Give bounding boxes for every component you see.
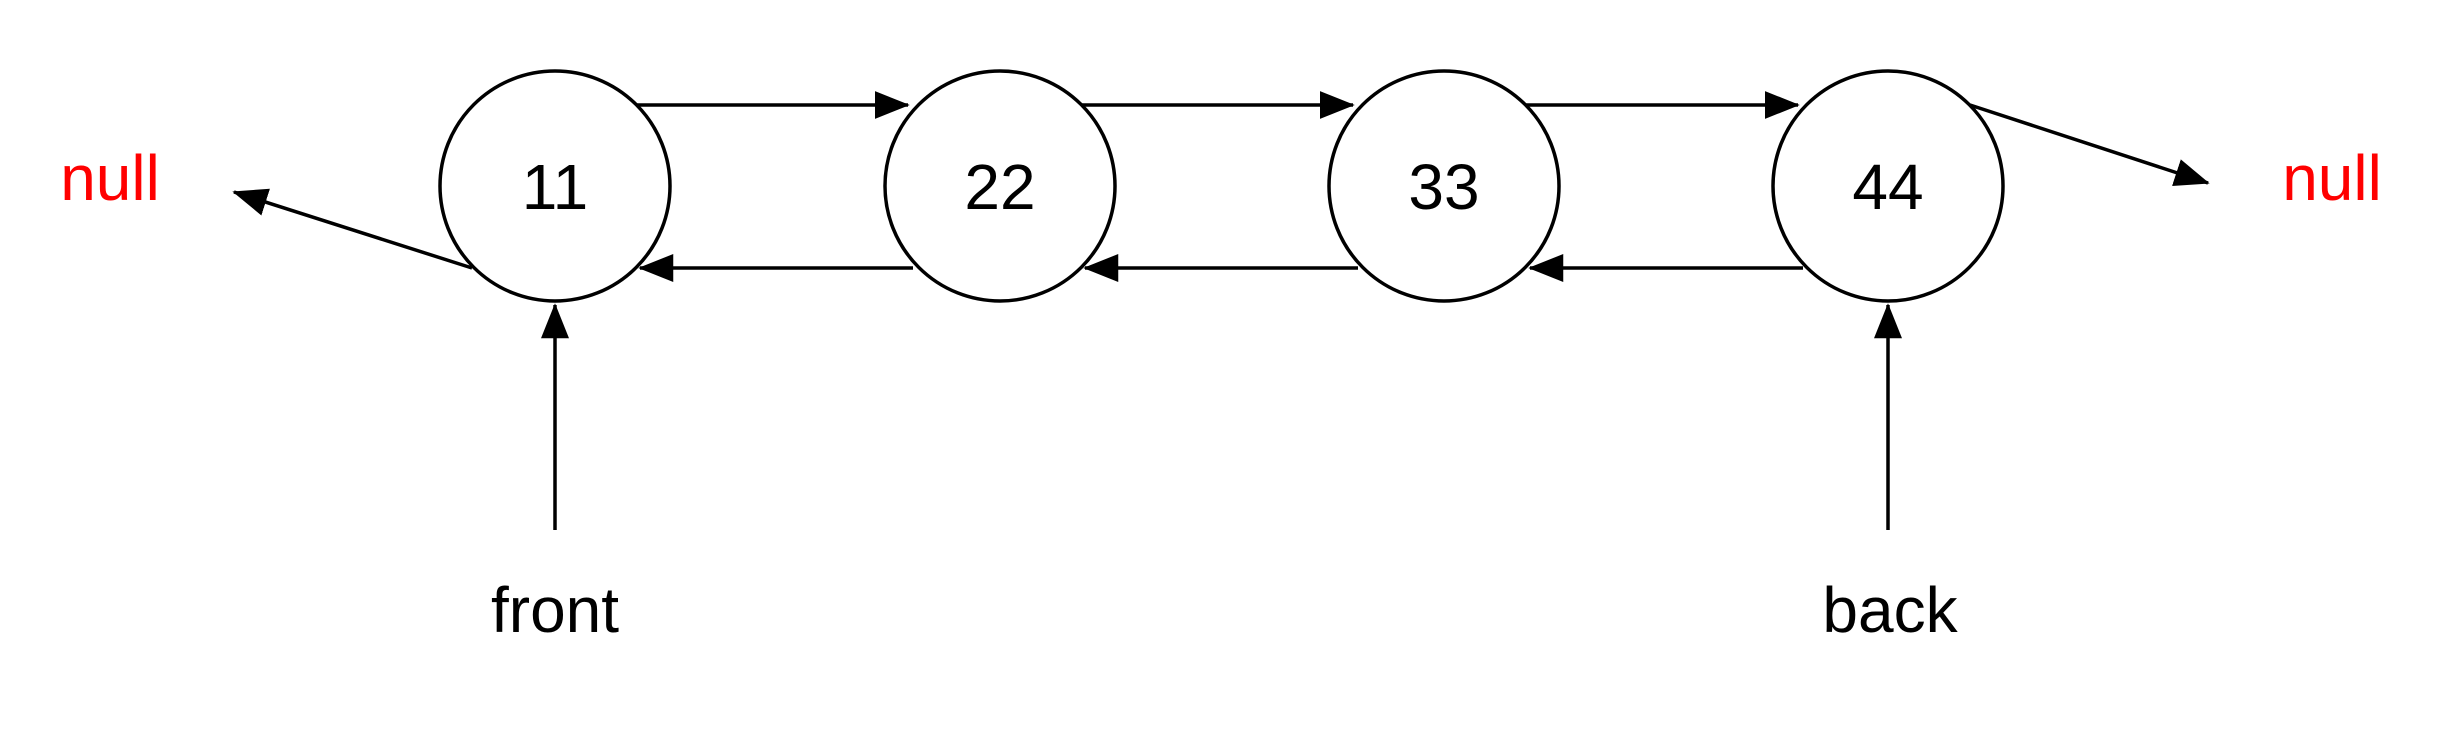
back-label: back — [1822, 574, 1958, 646]
node-value: 11 — [522, 151, 588, 223]
node-22: 22 — [883, 69, 1117, 303]
node-11: 11 — [438, 69, 672, 303]
node-33: 33 — [1327, 69, 1561, 303]
node-value: 33 — [1408, 151, 1479, 223]
prev-null-arrow — [232, 188, 473, 270]
null-right-label: null — [2282, 142, 2382, 214]
node-value: 44 — [1852, 151, 1923, 223]
next-null-arrow — [1969, 103, 2210, 186]
node-44: 44 — [1771, 69, 2005, 303]
node-value: 22 — [964, 151, 1035, 223]
front-label: front — [491, 574, 619, 646]
null-left-label: null — [60, 142, 160, 214]
